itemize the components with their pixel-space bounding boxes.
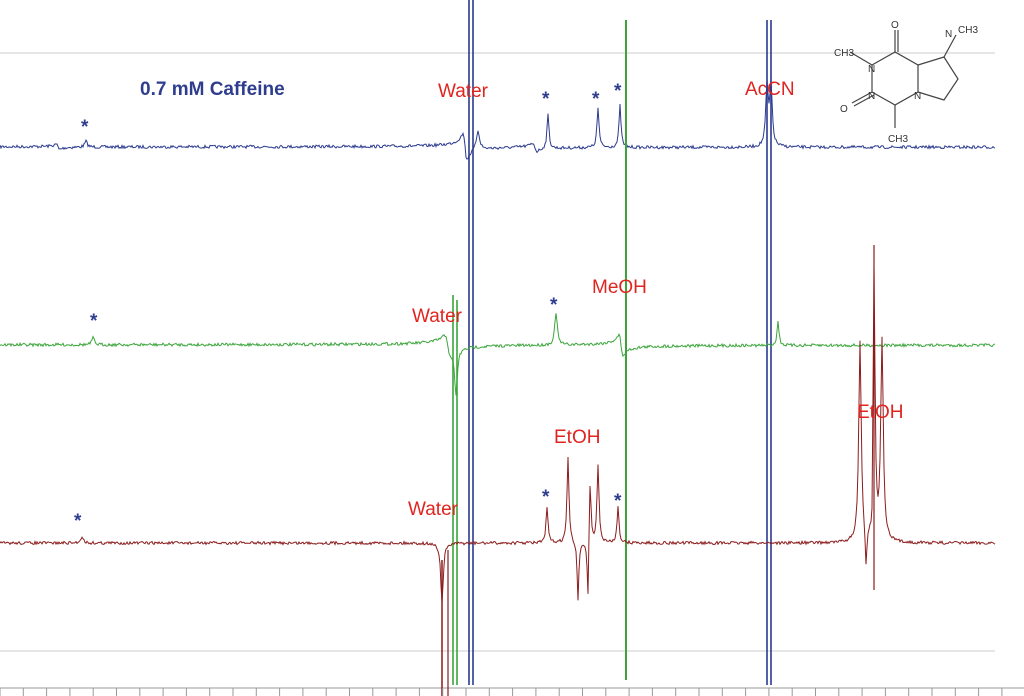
peak-marker: * [614,81,622,102]
atom-label: CH3 [888,134,908,145]
atom-label: O [891,20,899,31]
atom-label: N [945,29,952,40]
peak-annotation: AcCN [745,79,795,100]
peak-marker: * [542,487,550,508]
labels: 0.7 mM Caffeine Water AcCN Water MeOH EtOH Wat… [74,20,978,532]
peak-annotation: Water [412,306,463,327]
atom-label: CH3 [958,25,978,36]
peak-annotation: EtOH [554,427,600,448]
atom-label: N [868,64,875,75]
caffeine-structure [849,30,959,128]
atom-label: N [914,91,921,102]
peak-marker: * [592,89,600,110]
bond [853,94,875,107]
traces [0,0,996,696]
peak-marker: * [74,511,82,532]
peak-annotation: EtOH [857,402,903,423]
ring [871,51,919,106]
ring [917,56,959,101]
peak-marker: * [90,311,98,332]
peak-annotation: Water [408,499,459,520]
spectrum-trace [0,264,996,603]
peak-marker: * [81,117,89,138]
peak-marker: * [550,295,558,316]
atom-label: CH3 [834,48,854,59]
spectrum-trace [0,78,996,160]
title: 0.7 mM Caffeine [140,79,285,100]
spectrum-trace [0,313,996,396]
peak-marker: * [542,89,550,110]
atom-label: N [868,91,875,102]
bond [849,51,873,66]
atom-label: O [840,104,848,115]
peak-annotation: Water [438,81,489,102]
bond [943,34,957,58]
bond [851,91,873,104]
peak-annotation: MeOH [592,277,647,298]
peak-marker: * [614,491,622,512]
